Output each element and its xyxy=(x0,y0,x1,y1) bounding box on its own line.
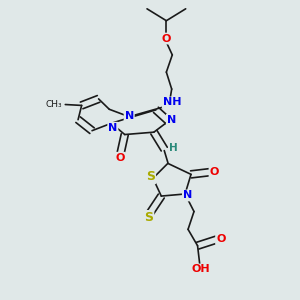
Text: CH₃: CH₃ xyxy=(45,100,62,109)
Text: O: O xyxy=(216,234,225,244)
Text: N: N xyxy=(108,123,118,133)
Text: H: H xyxy=(169,143,178,153)
Text: O: O xyxy=(116,153,125,163)
Text: O: O xyxy=(162,34,171,44)
Text: N: N xyxy=(183,190,192,200)
Text: N: N xyxy=(167,115,176,125)
Text: S: S xyxy=(144,211,153,224)
Text: S: S xyxy=(146,170,155,183)
Text: N: N xyxy=(124,110,134,121)
Text: NH: NH xyxy=(163,98,181,107)
Text: O: O xyxy=(209,167,219,177)
Text: OH: OH xyxy=(191,265,210,275)
